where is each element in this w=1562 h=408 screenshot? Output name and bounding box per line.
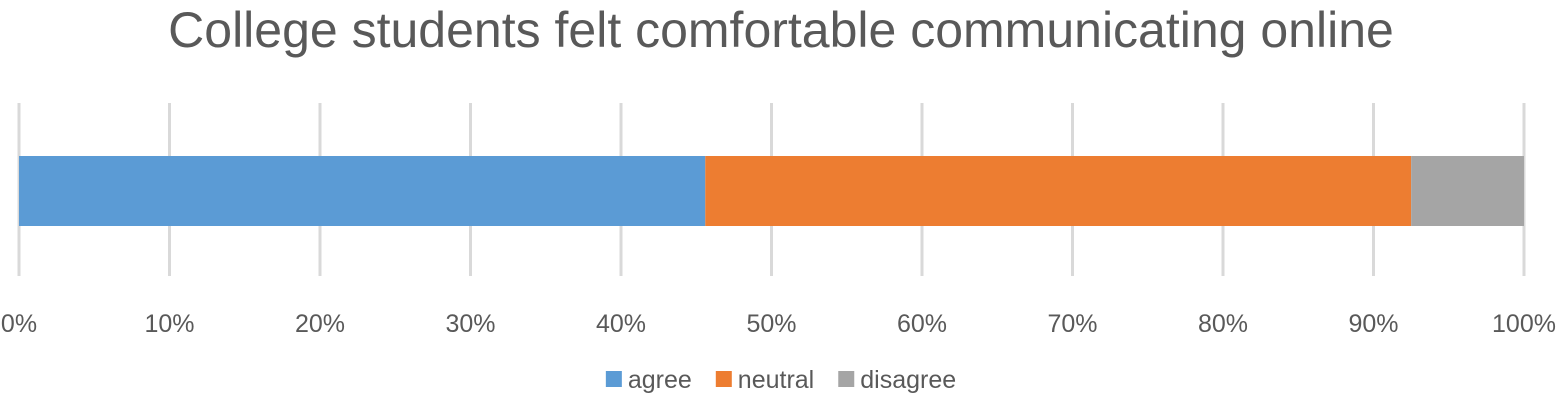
x-tick-label-60: 60% bbox=[897, 310, 947, 338]
bar-segments bbox=[19, 156, 1524, 226]
x-tick-label-0: 0% bbox=[1, 310, 37, 338]
legend-label-neutral: neutral bbox=[738, 366, 814, 394]
legend-swatch-disagree bbox=[838, 371, 855, 387]
chart-title: College students felt comfortable commun… bbox=[168, 2, 1394, 58]
legend-label-agree: agree bbox=[628, 366, 692, 394]
x-tick-label-10: 10% bbox=[144, 310, 194, 338]
legend-swatch-neutral bbox=[715, 371, 732, 387]
legend-item-disagree: disagree bbox=[838, 366, 956, 394]
legend: agree neutral disagree bbox=[605, 366, 956, 394]
x-tick-label-90: 90% bbox=[1348, 310, 1398, 338]
x-tick-label-30: 30% bbox=[445, 310, 495, 338]
bar-segment-disagree bbox=[1411, 156, 1524, 226]
legend-item-neutral: neutral bbox=[715, 366, 814, 394]
x-tick-label-100: 100% bbox=[1492, 310, 1556, 338]
legend-item-agree: agree bbox=[605, 366, 692, 394]
bar-segment-agree bbox=[19, 156, 706, 226]
x-tick-label-50: 50% bbox=[746, 310, 796, 338]
x-tick-label-70: 70% bbox=[1047, 310, 1097, 338]
legend-label-disagree: disagree bbox=[860, 366, 956, 394]
x-tick-label-40: 40% bbox=[596, 310, 646, 338]
x-axis-tick-labels: 0% 10% 20% 30% 40% 50% 60% 70% 80% 90% 100% bbox=[1, 310, 1556, 338]
x-tick-label-20: 20% bbox=[295, 310, 345, 338]
bar-segment-neutral bbox=[705, 156, 1412, 226]
x-tick-label-80: 80% bbox=[1198, 310, 1248, 338]
legend-swatch-agree bbox=[605, 371, 622, 387]
